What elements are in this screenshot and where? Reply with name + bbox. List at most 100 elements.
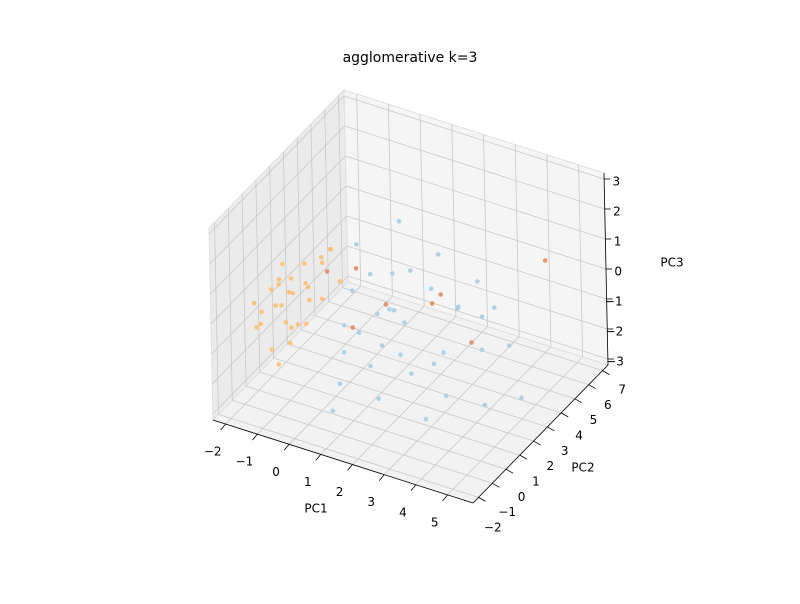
point: [491, 305, 497, 310]
grid-line: [209, 125, 346, 265]
point: [279, 303, 284, 308]
point: [402, 320, 407, 325]
grid-line: [245, 385, 507, 470]
x-tick: [315, 454, 322, 461]
z-tick-label: −3: [606, 355, 624, 369]
x-tick-label: 1: [304, 475, 312, 489]
point: [349, 288, 355, 293]
point: [320, 296, 325, 302]
y-tick: [519, 454, 528, 460]
y-tick: [602, 370, 610, 375]
point: [474, 279, 480, 284]
x-axis-label: PC1: [304, 502, 327, 516]
grid-line: [342, 287, 603, 372]
y-tick-label: 3: [561, 444, 569, 458]
point: [254, 325, 259, 330]
point: [341, 322, 347, 328]
grid-line: [210, 155, 346, 295]
grid-line: [352, 326, 488, 465]
y-tick: [533, 440, 541, 446]
grid-line: [287, 343, 548, 428]
point: [409, 371, 414, 376]
point: [286, 290, 292, 295]
point: [330, 408, 336, 414]
point: [276, 277, 282, 282]
point: [367, 271, 373, 277]
x-tick: [378, 474, 385, 481]
grid-line: [273, 357, 534, 442]
point: [389, 271, 395, 276]
point: [280, 261, 285, 267]
point: [305, 284, 311, 290]
y-tick-label: 2: [546, 459, 554, 473]
point: [356, 330, 362, 335]
point: [319, 260, 325, 266]
grid-line: [208, 95, 345, 235]
grid-line: [347, 275, 608, 360]
point: [469, 340, 474, 345]
grid-line: [328, 301, 589, 386]
point: [435, 252, 441, 257]
point: [396, 219, 402, 224]
grid-line: [347, 245, 608, 330]
grid-line: [346, 215, 607, 300]
axis-line: [212, 419, 474, 504]
point: [429, 301, 435, 306]
point: [258, 321, 263, 327]
point: [276, 282, 281, 287]
point: [376, 396, 381, 402]
point: [337, 381, 343, 386]
point: [283, 319, 289, 325]
point: [408, 268, 413, 273]
grid-line: [383, 336, 520, 475]
chart-title: agglomerative k=3: [343, 50, 478, 66]
x-tick-label: −1: [236, 455, 254, 469]
y-tick: [505, 468, 514, 474]
x-tick-label: 4: [399, 505, 407, 519]
x-tick-label: 2: [336, 485, 344, 499]
x-tick: [283, 444, 290, 451]
point: [443, 393, 449, 399]
point: [428, 286, 434, 291]
point: [353, 266, 359, 271]
grid-line: [257, 295, 393, 435]
z-axis-label: PC3: [660, 256, 683, 270]
y-tick: [588, 384, 596, 390]
point: [303, 280, 308, 286]
y-tick: [574, 398, 583, 404]
grid-line: [344, 125, 605, 210]
y-tick-label: 5: [590, 413, 598, 427]
point: [295, 322, 301, 327]
grid-line: [210, 185, 347, 325]
grid-line: [314, 315, 576, 400]
point: [276, 362, 282, 367]
point: [441, 350, 446, 355]
grid-line: [211, 245, 348, 385]
point: [479, 314, 485, 320]
grid-line: [288, 306, 425, 445]
point: [387, 307, 392, 312]
point: [374, 311, 380, 317]
point: [307, 297, 312, 303]
grid-line: [320, 316, 457, 455]
y-tick-label: −1: [498, 505, 516, 519]
x-tick: [410, 484, 417, 492]
point: [341, 350, 347, 355]
point: [438, 292, 443, 297]
y-tick: [478, 497, 486, 502]
y-tick-label: 4: [575, 429, 583, 443]
point: [507, 343, 512, 348]
y-tick: [492, 482, 500, 488]
grid-line: [259, 371, 520, 456]
point: [288, 276, 294, 281]
axis-line: [472, 364, 609, 504]
y-tick-label: 6: [604, 398, 612, 412]
point: [391, 307, 397, 313]
grid-line: [345, 185, 607, 270]
grid-line: [345, 155, 606, 240]
z-tick-label: 1: [614, 235, 622, 249]
grid-line: [301, 329, 562, 414]
y-tick-label: −2: [484, 520, 502, 534]
point: [324, 269, 330, 274]
